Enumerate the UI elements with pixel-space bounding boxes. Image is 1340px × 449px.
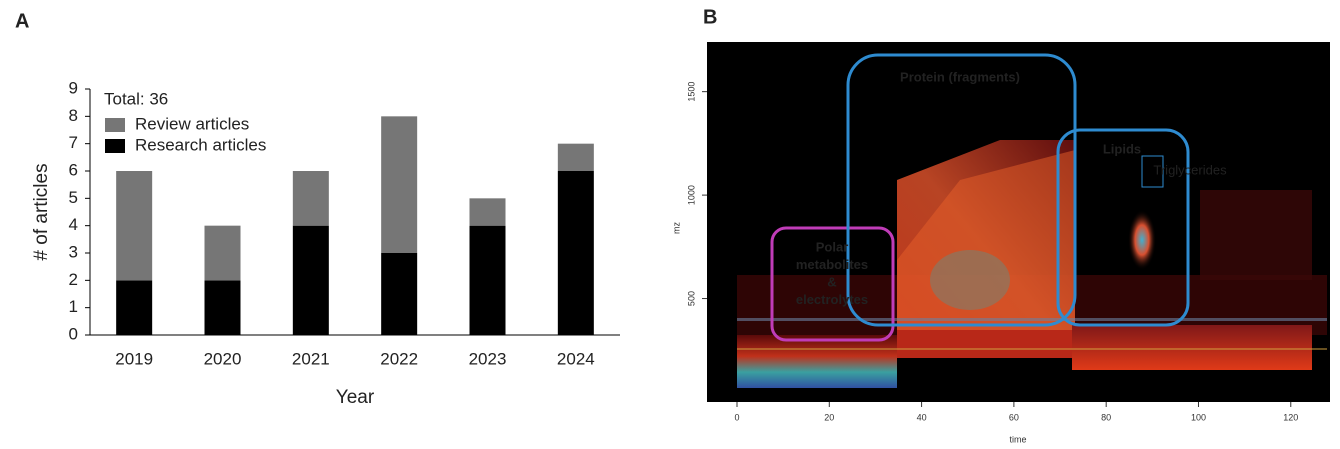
x-tick-label: 80 [1101, 412, 1111, 422]
region-box [770, 226, 895, 342]
panel-label: B [703, 6, 717, 28]
bar-segment [469, 225, 506, 335]
legend-swatch [105, 139, 125, 153]
x-tick-label: 40 [917, 412, 927, 422]
x-axis-title: Year [336, 387, 375, 408]
region-box [1141, 155, 1164, 188]
x-tick-label: 20 [824, 412, 834, 422]
x-tick-label: 2021 [292, 349, 330, 368]
x-tick-label: 100 [1191, 412, 1206, 422]
x-tick-label: 2022 [380, 349, 418, 368]
x-tick-label: 2024 [557, 349, 595, 368]
x-axis-title: time [1009, 434, 1026, 444]
y-tick-label: 9 [69, 78, 78, 97]
region-label: & [827, 274, 836, 289]
x-tick-label: 2019 [115, 349, 153, 368]
annotation: Total: 36 [104, 89, 168, 108]
y-axis-title: mz [671, 222, 681, 234]
region-label: electrolytes [796, 292, 868, 307]
y-tick-label: 500 [686, 291, 696, 306]
bar-segment [469, 198, 506, 226]
y-tick-label: 2 [69, 270, 78, 289]
bar-segment [292, 171, 329, 226]
y-tick-label: 7 [69, 133, 78, 152]
legend-label: Review articles [135, 114, 249, 133]
y-tick-label: 6 [69, 160, 78, 179]
bar-segment [116, 280, 153, 335]
region-label: Protein (fragments) [900, 69, 1020, 84]
x-tick-label: 0 [734, 412, 739, 422]
bar-segment [292, 225, 329, 335]
y-axis-title: # of articles [31, 163, 52, 260]
bar-segment [381, 253, 418, 335]
y-tick-label: 4 [69, 215, 78, 234]
region-box [1056, 128, 1190, 327]
region-label: metabolites [796, 257, 868, 272]
legend-swatch [105, 118, 125, 132]
x-tick-label: 2020 [204, 349, 242, 368]
y-tick-label: 5 [69, 188, 78, 207]
region-box [846, 53, 1077, 327]
bar-segment [116, 171, 153, 281]
y-tick-label: 1000 [686, 185, 696, 205]
x-tick-label: 120 [1283, 412, 1298, 422]
y-tick-label: 8 [69, 106, 78, 125]
bar-segment [204, 280, 241, 335]
y-tick-label: 0 [69, 324, 78, 343]
bar-segment [204, 225, 241, 281]
region-label: Lipids [1103, 141, 1141, 156]
bar-segment [381, 116, 418, 253]
bar-segment [557, 171, 594, 335]
y-tick-label: 1 [69, 297, 78, 316]
y-tick-label: 1500 [686, 82, 696, 102]
bar-segment [557, 143, 594, 171]
region-label: Triglycerides [1153, 162, 1227, 177]
y-tick-label: 3 [69, 242, 78, 261]
x-tick-label: 60 [1009, 412, 1019, 422]
region-label: Polar [816, 239, 849, 254]
x-tick-label: 2023 [469, 349, 507, 368]
panel-b-background [707, 42, 1330, 402]
panel-label: A [15, 10, 29, 32]
legend-label: Research articles [135, 135, 266, 154]
